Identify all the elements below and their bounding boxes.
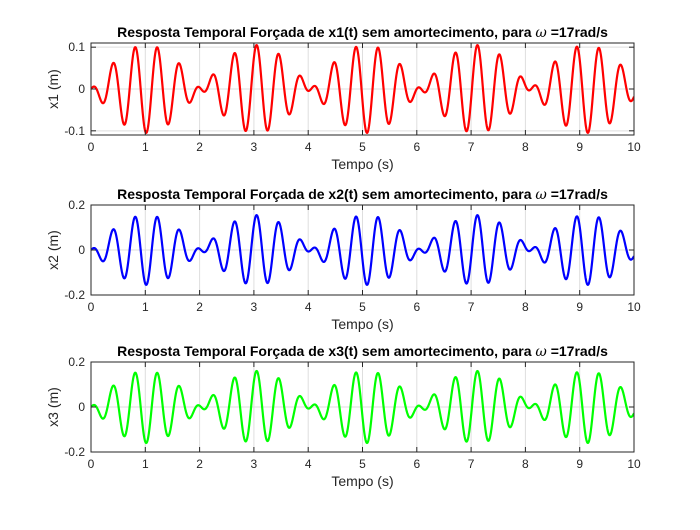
y-tick-label-3-2: 0.2	[68, 355, 85, 369]
y-tick-label-2-1: 0	[78, 243, 85, 257]
x-tick-label-2-7: 7	[468, 300, 475, 314]
x-tick-label-2-10: 10	[627, 300, 641, 314]
x-tick-label-1-0: 0	[88, 140, 95, 154]
x-tick-label-1-6: 6	[413, 140, 420, 154]
y-tick-label-3-1: 0	[78, 400, 85, 414]
chart-title-2: Resposta Temporal Forçada de x2(t) sem a…	[117, 186, 608, 203]
chart-title-text-1: Resposta Temporal Forçada de x1(t) sem a…	[117, 24, 535, 40]
x-tick-label-3-2: 2	[196, 457, 203, 471]
omega-symbol-1: ω	[535, 25, 547, 41]
y-tick-label-1-2: 0.1	[68, 40, 85, 54]
x-tick-label-1-3: 3	[251, 140, 258, 154]
x-tick-label-1-1: 1	[142, 140, 149, 154]
y-tick-label-1-1: 0	[78, 82, 85, 96]
x-tick-label-2-9: 9	[576, 300, 583, 314]
chart-title-suffix-3: =17rad/s	[547, 343, 608, 359]
x-tick-label-3-6: 6	[413, 457, 420, 471]
chart-title-suffix-1: =17rad/s	[547, 24, 608, 40]
x-tick-label-3-3: 3	[251, 457, 258, 471]
chart-title-suffix-2: =17rad/s	[547, 186, 608, 202]
y-axis-label-1: x1 (m)	[45, 69, 61, 109]
x-tick-label-2-3: 3	[251, 300, 258, 314]
y-tick-label-1-0: -0.1	[64, 124, 85, 138]
x-tick-label-3-1: 1	[142, 457, 149, 471]
x-tick-label-2-8: 8	[522, 300, 529, 314]
x-tick-label-1-2: 2	[196, 140, 203, 154]
x-tick-label-2-2: 2	[196, 300, 203, 314]
x-tick-label-3-4: 4	[305, 457, 312, 471]
x-tick-label-1-7: 7	[468, 140, 475, 154]
x-axis-label-2: Tempo (s)	[331, 316, 393, 332]
x-tick-label-3-7: 7	[468, 457, 475, 471]
x-tick-label-2-6: 6	[413, 300, 420, 314]
chart-title-text-3: Resposta Temporal Forçada de x3(t) sem a…	[117, 343, 535, 359]
x-tick-label-1-5: 5	[359, 140, 366, 154]
x-tick-label-1-9: 9	[576, 140, 583, 154]
omega-symbol-3: ω	[535, 344, 547, 360]
y-tick-label-3-0: -0.2	[64, 445, 85, 459]
series-line-1-1	[91, 44, 634, 134]
chart-title-1: Resposta Temporal Forçada de x1(t) sem a…	[117, 24, 608, 41]
x-tick-label-2-4: 4	[305, 300, 312, 314]
x-tick-label-3-0: 0	[88, 457, 95, 471]
x-tick-label-3-9: 9	[576, 457, 583, 471]
x-tick-label-3-10: 10	[627, 457, 641, 471]
chart-title-3: Resposta Temporal Forçada de x3(t) sem a…	[117, 343, 608, 360]
y-axis-label-3: x3 (m)	[45, 387, 61, 427]
x-tick-label-3-5: 5	[359, 457, 366, 471]
x-tick-label-1-10: 10	[627, 140, 641, 154]
y-axis-label-2: x2 (m)	[45, 230, 61, 270]
x-tick-label-1-8: 8	[522, 140, 529, 154]
y-tick-label-2-0: -0.2	[64, 288, 85, 302]
x-axis-label-1: Tempo (s)	[331, 156, 393, 172]
y-tick-label-2-2: 0.2	[68, 198, 85, 212]
series-line-2-1	[91, 214, 634, 286]
chart-title-text-2: Resposta Temporal Forçada de x2(t) sem a…	[117, 186, 535, 202]
x-axis-label-3: Tempo (s)	[331, 473, 393, 489]
x-tick-label-2-0: 0	[88, 300, 95, 314]
x-tick-label-3-8: 8	[522, 457, 529, 471]
series-line-3-1	[91, 369, 634, 445]
x-tick-label-2-5: 5	[359, 300, 366, 314]
omega-symbol-2: ω	[535, 187, 547, 203]
x-tick-label-1-4: 4	[305, 140, 312, 154]
x-tick-label-2-1: 1	[142, 300, 149, 314]
